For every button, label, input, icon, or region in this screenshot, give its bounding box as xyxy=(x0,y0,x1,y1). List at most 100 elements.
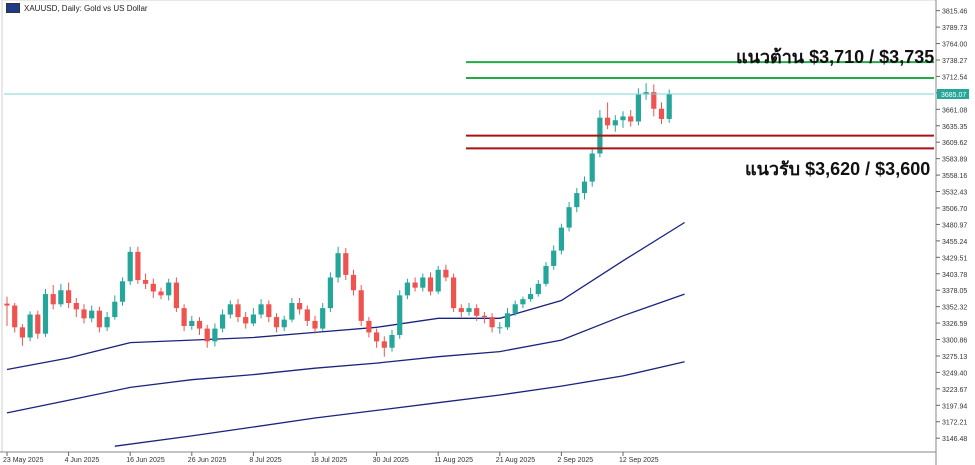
candle[interactable] xyxy=(19,324,25,346)
candle[interactable] xyxy=(435,265,441,295)
candle[interactable] xyxy=(66,282,72,309)
candle[interactable] xyxy=(204,324,210,348)
candle[interactable] xyxy=(366,317,372,338)
candle[interactable] xyxy=(281,315,287,332)
candle-body xyxy=(666,94,672,119)
candle[interactable] xyxy=(112,295,118,320)
candle[interactable] xyxy=(451,273,457,312)
candle[interactable] xyxy=(512,300,518,316)
candle[interactable] xyxy=(566,202,572,232)
candle[interactable] xyxy=(27,311,33,342)
candle[interactable] xyxy=(320,303,326,332)
candle[interactable] xyxy=(35,310,41,339)
candle[interactable] xyxy=(297,297,303,315)
candle[interactable] xyxy=(412,277,418,292)
candle[interactable] xyxy=(250,308,256,327)
candle[interactable] xyxy=(381,336,387,357)
candle[interactable] xyxy=(119,277,126,306)
candle[interactable] xyxy=(96,306,102,333)
candle[interactable] xyxy=(404,278,410,300)
candle[interactable] xyxy=(420,273,426,292)
candle-body xyxy=(4,303,10,306)
candle[interactable] xyxy=(497,322,503,334)
symbol-title: XAUUSD, Daily: Gold vs US Dollar xyxy=(24,3,148,13)
candle[interactable] xyxy=(235,299,241,323)
candle[interactable] xyxy=(481,311,487,324)
candle-body xyxy=(335,253,341,278)
candle[interactable] xyxy=(427,272,434,296)
candle[interactable] xyxy=(289,297,295,323)
plot-area[interactable] xyxy=(1,0,937,453)
candle[interactable] xyxy=(620,111,626,128)
candle[interactable] xyxy=(628,110,634,127)
candle[interactable] xyxy=(374,328,380,348)
candle[interactable] xyxy=(196,317,203,335)
candle[interactable] xyxy=(12,303,18,333)
candle[interactable] xyxy=(612,115,618,132)
x-tick-label: 23 May 2025 xyxy=(3,457,44,464)
candle[interactable] xyxy=(605,102,611,130)
candle[interactable] xyxy=(528,287,534,302)
candle[interactable] xyxy=(58,283,64,307)
y-tick-label: 3506.70 xyxy=(942,206,967,213)
y-tick-label: 3429.51 xyxy=(942,255,967,262)
candle[interactable] xyxy=(551,245,557,270)
candle[interactable] xyxy=(312,315,318,334)
candle[interactable] xyxy=(535,280,541,297)
candle[interactable] xyxy=(335,246,341,283)
candle[interactable] xyxy=(397,290,403,339)
candle[interactable] xyxy=(135,246,141,284)
candle[interactable] xyxy=(520,296,526,309)
candle[interactable] xyxy=(658,102,665,125)
support-annotation: แนวรับ $3,620 / $3,600 xyxy=(745,159,931,179)
candle[interactable] xyxy=(173,277,179,312)
candle[interactable] xyxy=(389,329,395,352)
candle[interactable] xyxy=(643,83,649,100)
candle[interactable] xyxy=(73,297,79,318)
candle[interactable] xyxy=(220,309,226,333)
candle[interactable] xyxy=(304,305,310,327)
candle[interactable] xyxy=(212,323,218,347)
candle[interactable] xyxy=(258,299,264,319)
candle[interactable] xyxy=(489,313,495,333)
candle[interactable] xyxy=(158,287,164,300)
candle[interactable] xyxy=(574,187,580,213)
candle[interactable] xyxy=(327,272,333,312)
candle[interactable] xyxy=(143,273,149,289)
candle[interactable] xyxy=(558,223,564,255)
candle[interactable] xyxy=(589,148,595,187)
candle[interactable] xyxy=(227,300,233,319)
candle[interactable] xyxy=(666,89,672,123)
candle[interactable] xyxy=(4,296,10,327)
candle[interactable] xyxy=(443,264,449,282)
candle[interactable] xyxy=(504,308,511,330)
candle[interactable] xyxy=(266,300,272,323)
candle[interactable] xyxy=(458,304,464,318)
candle[interactable] xyxy=(273,313,280,333)
candle[interactable] xyxy=(189,315,195,330)
candle[interactable] xyxy=(474,304,480,321)
candle[interactable] xyxy=(243,311,249,329)
candle[interactable] xyxy=(581,176,588,200)
candle-body xyxy=(366,320,372,333)
candle[interactable] xyxy=(104,311,110,332)
moving-average-line-1 xyxy=(6,221,685,371)
candle[interactable] xyxy=(166,278,172,301)
candle[interactable] xyxy=(181,304,187,332)
candle-body xyxy=(343,253,349,275)
candle[interactable] xyxy=(150,278,156,298)
candle[interactable] xyxy=(350,269,357,296)
candle[interactable] xyxy=(81,304,87,324)
candle-body xyxy=(350,274,357,291)
candle[interactable] xyxy=(543,262,549,287)
candle[interactable] xyxy=(651,84,657,117)
candle-body xyxy=(466,308,472,312)
candle[interactable] xyxy=(42,288,49,337)
candle[interactable] xyxy=(127,246,133,286)
candle[interactable] xyxy=(89,305,95,323)
candle[interactable] xyxy=(358,285,364,327)
candle[interactable] xyxy=(466,303,472,316)
candle[interactable] xyxy=(343,248,349,281)
candle[interactable] xyxy=(50,285,56,310)
